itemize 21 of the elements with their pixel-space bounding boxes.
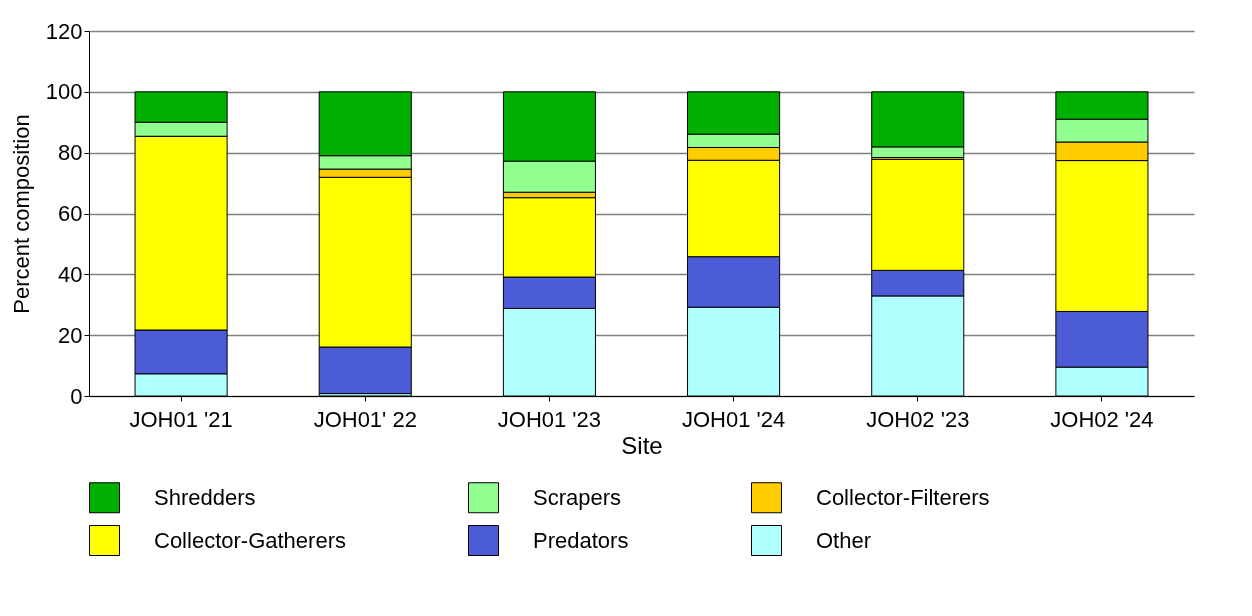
y-tick-label: 120: [45, 18, 83, 44]
x-tick-label: JOH02 '24: [1050, 406, 1154, 432]
legend-label: Collector-Gatherers: [154, 527, 346, 553]
legend-label: Collector-Filterers: [816, 484, 990, 510]
legend-label: Predators: [533, 527, 629, 553]
x-axis-title: Site: [621, 431, 663, 459]
x-tick-label: JOH01' 22: [313, 406, 417, 432]
legend-label: Other: [816, 527, 872, 553]
y-tick-label: 80: [58, 140, 83, 166]
y-tick-label: 60: [58, 201, 83, 226]
x-tick-label: JOH01 '23: [497, 406, 602, 432]
y-axis-title: Percent composition: [8, 114, 34, 314]
y-tick-label: 100: [45, 79, 83, 105]
legend-label: Scrapers: [533, 484, 622, 510]
y-tick-label: 0: [70, 383, 83, 409]
x-tick-label: JOH01 '21: [129, 406, 233, 432]
legend-label: Shredders: [154, 484, 256, 510]
y-tick-label: 20: [58, 322, 83, 348]
x-tick-label: JOH02 '23: [866, 406, 970, 432]
y-tick-label: 40: [58, 261, 83, 287]
x-tick-label: JOH01 '24: [681, 406, 786, 432]
